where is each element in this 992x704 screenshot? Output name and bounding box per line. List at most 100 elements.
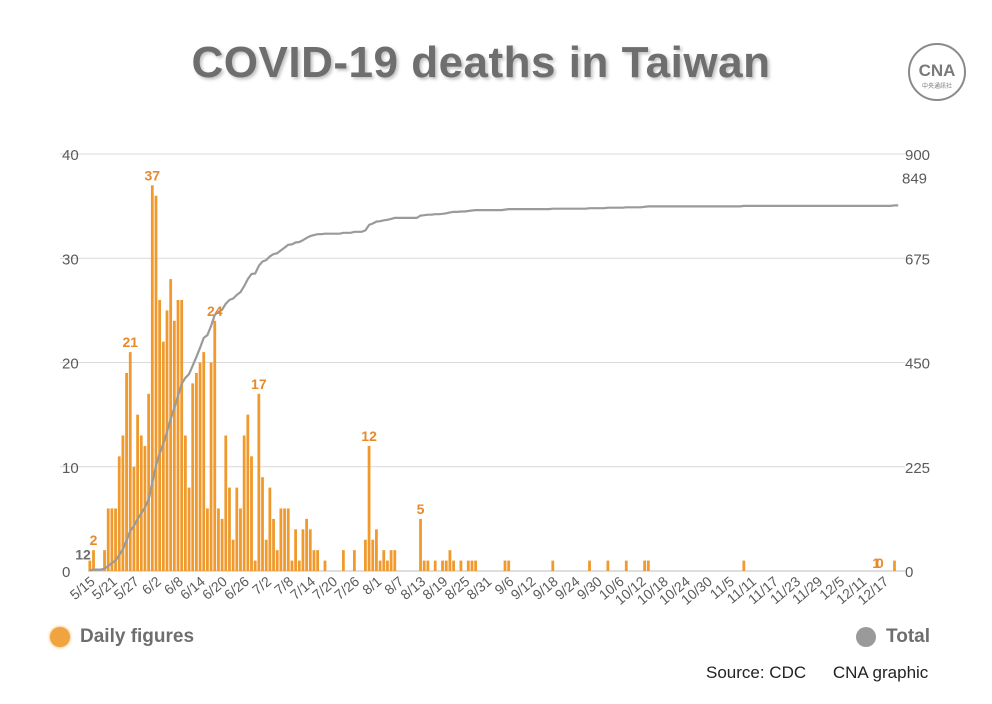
credit-text: CNA graphic [832,663,929,682]
daily-bar [117,456,121,571]
daily-bar [459,560,463,571]
footer: Source: CDC CNA graphic [706,663,950,683]
daily-bar [283,508,286,571]
daily-bar [433,560,437,571]
daily-bar [316,550,320,571]
daily-bar [308,529,312,571]
right-tick-label: 675 [905,251,930,268]
left-tick-label: 30 [62,251,79,268]
daily-bar [646,560,650,571]
grid-lines [60,153,905,572]
daily-bar [213,320,217,571]
daily-bar [375,529,378,571]
daily-bar [290,560,294,571]
legend-daily-label: Daily figures [80,626,195,647]
right-tick-label: 0 [905,564,913,581]
daily-bar [426,560,430,571]
svg-text:中央通訊社: 中央通訊社 [922,82,952,90]
daily-bar [194,372,198,571]
total-line [89,204,899,572]
legend-total: Total [856,626,930,648]
x-axis: 5/155/215/276/26/86/146/206/267/27/87/14… [67,573,892,608]
daily-bar [231,539,235,571]
daily-bar [253,560,257,571]
data-label: 2 [90,532,98,548]
daily-bar [176,299,180,571]
daily-bar [165,310,169,571]
daily-bar [341,550,345,571]
daily-bar [393,550,397,571]
daily-bar [198,362,202,571]
daily-bar [125,372,128,571]
data-label: 1 [872,555,880,571]
right-tick-label: 225 [905,460,930,477]
daily-bars [88,185,896,571]
daily-bar [643,560,647,571]
daily-bar [371,539,375,571]
daily-bar [139,435,143,571]
daily-bar [268,487,272,571]
daily-bar [386,560,389,571]
daily-legend-marker [50,627,70,647]
daily-bar [279,508,283,571]
daily-bar [92,550,95,571]
daily-bar [183,435,187,571]
svg-text:CNA: CNA [919,61,956,80]
data-label: 21 [122,334,138,350]
daily-bar [272,518,275,571]
daily-bar [217,508,220,571]
daily-bar [180,299,184,571]
daily-bar [228,487,231,571]
daily-bar [103,550,106,571]
daily-bar [154,195,158,571]
daily-bar [110,508,114,571]
daily-bar [378,560,382,571]
daily-bar [352,550,356,571]
daily-bar [367,445,371,571]
x-tick-label: 5/27 [111,573,142,603]
daily-bar [893,560,896,571]
left-tick-label: 20 [62,356,79,373]
daily-bar [114,508,117,571]
right-tick-label: 450 [905,356,930,373]
chart-title: COVID-19 deaths in Taiwan [191,38,771,87]
left-tick-label: 10 [62,460,79,477]
daily-bar [470,560,474,571]
x-tick-label: 6/26 [221,573,252,603]
daily-bar [191,383,195,571]
daily-bar [235,487,239,571]
data-label: 5 [417,501,425,517]
daily-bar [294,529,297,571]
left-tick-label: 0 [62,564,70,581]
daily-bar [382,550,386,571]
daily-bar [202,352,206,571]
data-label: 12 [361,428,377,444]
daily-bar [172,320,176,571]
daily-bar [246,414,250,571]
daily-bar [606,560,610,571]
daily-bar [224,435,228,571]
daily-bar [297,560,301,571]
daily-bar [305,518,309,571]
data-label: 37 [145,167,161,183]
right-tick-label: 900 [905,147,930,164]
daily-bar [551,560,555,571]
cna-logo-icon: CNA 中央通訊社 [908,43,966,101]
daily-bar [419,518,422,571]
left-tick-label: 40 [62,147,79,164]
data-label: 12 [75,547,91,563]
daily-bar [507,560,511,571]
daily-bar [286,508,290,571]
daily-bar [742,560,746,571]
left-y-axis: 0 10 20 30 40 [62,147,79,581]
daily-bar [275,550,279,571]
daily-bar [364,539,367,571]
daily-bar [242,435,246,571]
daily-bar [389,550,393,571]
daily-bar [132,466,136,571]
daily-bar [147,393,151,571]
daily-bar [312,550,316,571]
right-y-axis: 0 225 450 675 900 849 [902,147,930,581]
